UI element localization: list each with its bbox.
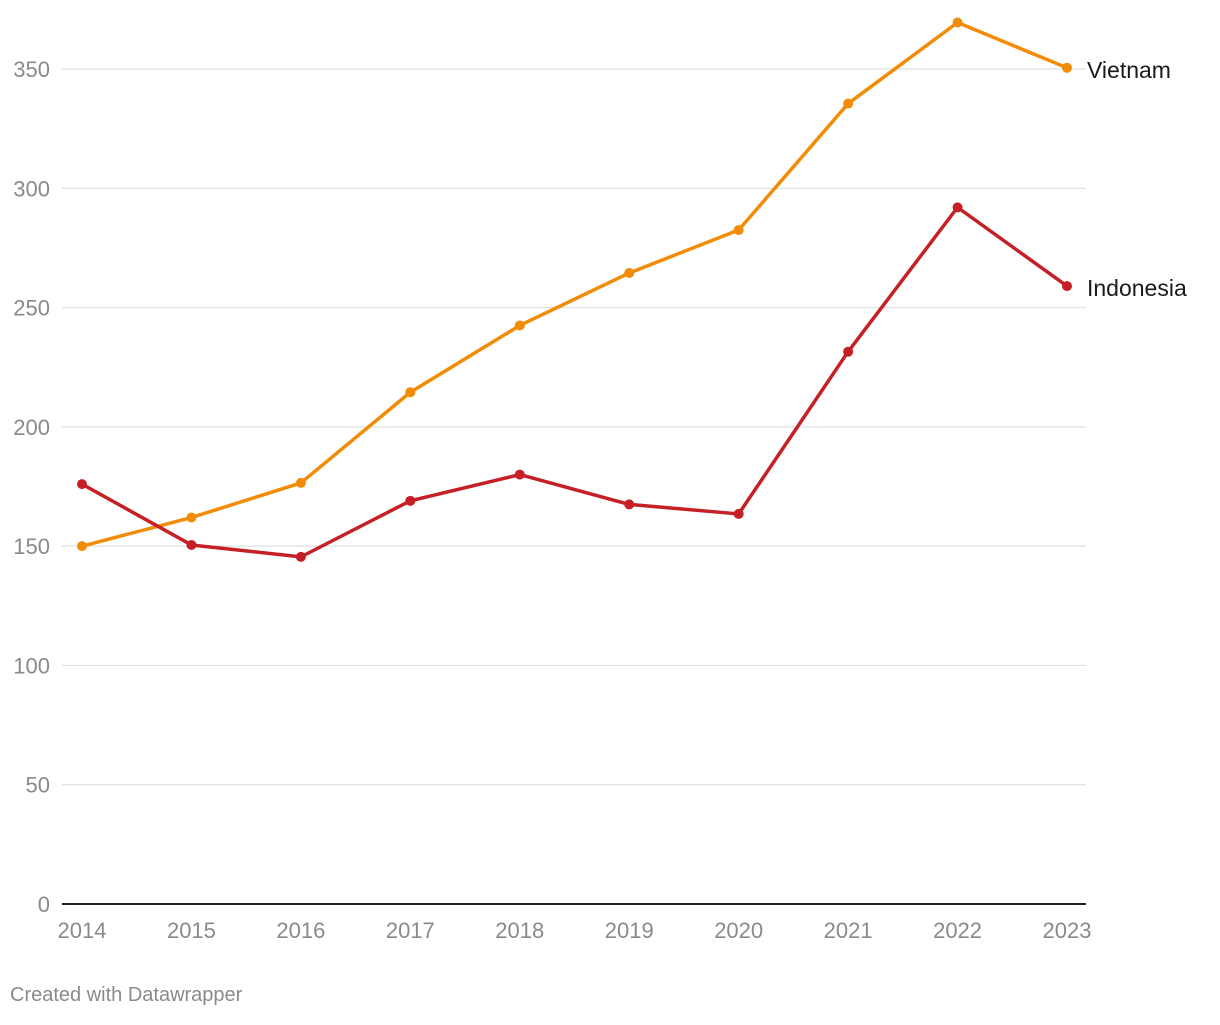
y-tick-label-100: 100 [13, 653, 50, 678]
series-label-vietnam: Vietnam [1087, 57, 1171, 83]
data-point-vietnam-2019 [624, 267, 635, 278]
y-tick-label-350: 350 [13, 57, 50, 82]
x-tick-label-2022: 2022 [933, 918, 982, 943]
x-tick-label-2020: 2020 [714, 918, 763, 943]
data-point-vietnam-2023 [1062, 62, 1072, 73]
y-tick-label-0: 0 [38, 892, 50, 917]
data-point-indonesia-2020 [733, 508, 744, 519]
data-point-vietnam-2015 [186, 512, 197, 523]
x-tick-label-2023: 2023 [1043, 918, 1092, 943]
data-point-vietnam-2014 [77, 541, 87, 552]
data-point-vietnam-2020 [733, 225, 744, 236]
data-point-indonesia-2018 [514, 469, 525, 480]
y-tick-label-200: 200 [13, 415, 50, 440]
x-tick-label-2016: 2016 [276, 918, 325, 943]
data-point-vietnam-2017 [405, 387, 416, 398]
data-point-vietnam-2018 [514, 320, 525, 331]
y-tick-label-150: 150 [13, 534, 50, 559]
x-tick-label-2019: 2019 [605, 918, 654, 943]
x-tick-label-2018: 2018 [495, 918, 544, 943]
data-point-indonesia-2022 [952, 202, 963, 213]
credit-text: Created with Datawrapper [10, 984, 243, 1006]
series-vietnam [77, 17, 1072, 552]
x-tick-label-2014: 2014 [58, 918, 107, 943]
data-point-indonesia-2015 [186, 539, 197, 550]
x-axis-ticks: 2014 2015 2016 2017 2018 2019 2020 2021 2022 2023 [58, 918, 1092, 943]
data-point-vietnam-2021 [843, 98, 854, 109]
y-axis-ticks: 0 50 100 150 200 250 300 350 [13, 57, 50, 917]
data-point-indonesia-2019 [624, 499, 635, 510]
data-point-indonesia-2014 [77, 479, 87, 490]
data-point-indonesia-2023 [1062, 281, 1072, 292]
x-tick-label-2015: 2015 [167, 918, 216, 943]
series-label-indonesia: Indonesia [1087, 275, 1187, 301]
y-tick-label-50: 50 [26, 773, 50, 798]
series-labels: Vietnam Indonesia [1087, 57, 1187, 301]
grid-lines [62, 68, 1086, 786]
series-indonesia [77, 202, 1072, 562]
series-line-indonesia [80, 205, 1069, 559]
y-tick-label-300: 300 [13, 176, 50, 201]
y-tick-label-250: 250 [13, 296, 50, 321]
data-point-vietnam-2016 [295, 477, 306, 488]
x-tick-label-2017: 2017 [386, 918, 435, 943]
data-point-indonesia-2017 [405, 495, 416, 506]
series-lines [77, 17, 1072, 562]
x-tick-label-2021: 2021 [824, 918, 873, 943]
data-point-vietnam-2022 [952, 17, 963, 28]
series-line-vietnam [80, 20, 1069, 548]
data-point-indonesia-2021 [843, 346, 854, 357]
data-point-indonesia-2016 [295, 551, 306, 562]
